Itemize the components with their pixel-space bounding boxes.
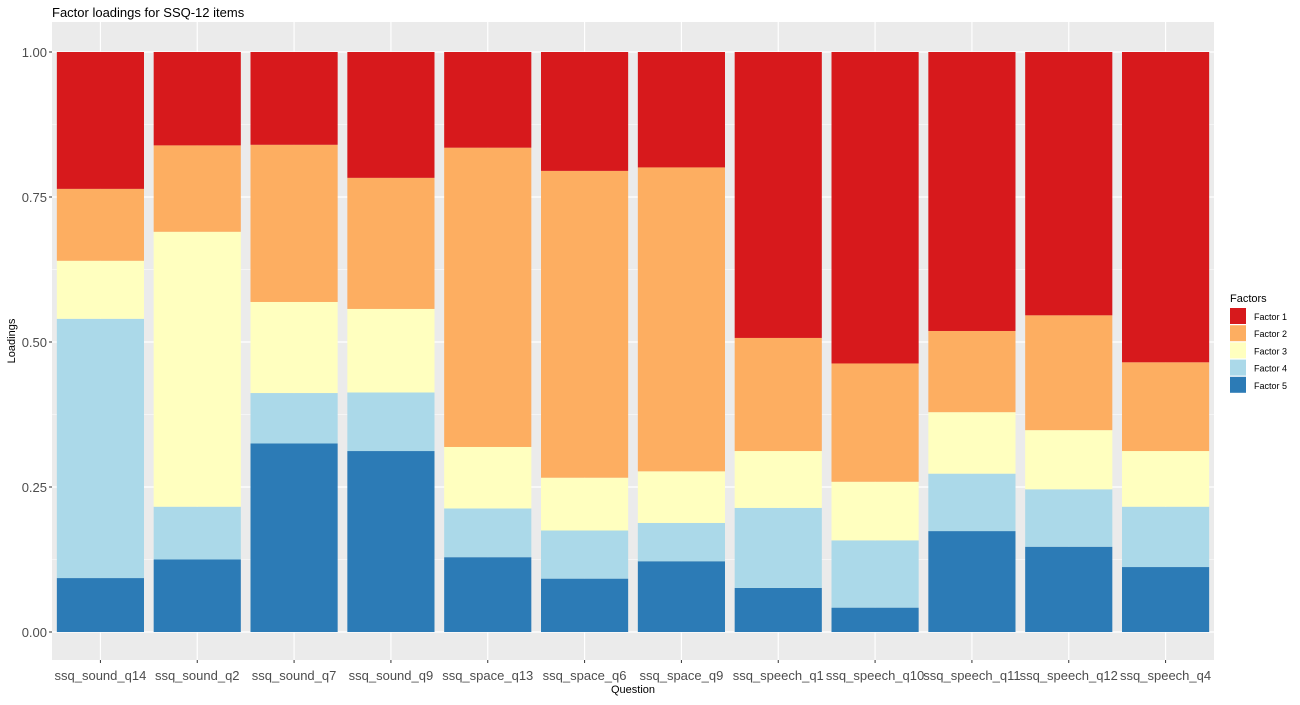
bar-segment <box>734 451 822 508</box>
bar-segment <box>637 471 725 523</box>
legend: Factors Factor 1 Factor 2 Factor 3 Factor 4… <box>1230 293 1287 393</box>
y-axis: 0.00 0.25 0.50 0.75 1.00 <box>22 45 52 640</box>
x-tick-label: ssq_speech_q12 <box>1020 668 1118 683</box>
bar-segment <box>831 481 919 541</box>
bar-segment <box>831 607 919 632</box>
bar-segment <box>250 301 338 394</box>
bar-segment <box>153 145 241 232</box>
x-tick-label: ssq_speech_q4 <box>1120 668 1211 683</box>
bar-segment <box>56 188 144 261</box>
bar-segment <box>347 308 435 393</box>
x-tick-label: ssq_space_q13 <box>442 668 533 683</box>
y-tick-label: 0.75 <box>22 190 47 205</box>
legend-label: Factor 4 <box>1254 364 1287 374</box>
legend-label: Factor 3 <box>1254 346 1287 356</box>
bar-segment <box>1122 506 1210 568</box>
bar-segment <box>1122 451 1210 507</box>
bar-segment <box>444 52 532 148</box>
x-tick-label: ssq_sound_q2 <box>155 668 240 683</box>
bar-segment <box>637 522 725 562</box>
x-tick-label: ssq_sound_q14 <box>55 668 147 683</box>
bar-segment <box>444 147 532 447</box>
bar-segment <box>928 330 1016 413</box>
legend-label: Factor 2 <box>1254 329 1287 339</box>
bar-segment <box>56 52 144 189</box>
bar-segment <box>1122 567 1210 632</box>
bar-segment <box>153 559 241 632</box>
bar-segment <box>250 144 338 302</box>
bar-segment <box>56 260 144 319</box>
bar-segment <box>541 170 629 478</box>
bar-segment <box>541 52 629 171</box>
y-axis-title: Loadings <box>6 318 18 363</box>
bar-segment <box>831 363 919 482</box>
y-tick-label: 0.50 <box>22 335 47 350</box>
bar-segment <box>1122 52 1210 363</box>
bar-segment <box>250 393 338 444</box>
bar-segment <box>928 531 1016 632</box>
bar-segment <box>1025 489 1113 547</box>
x-tick-label: ssq_speech_q1 <box>733 668 824 683</box>
legend-key <box>1230 325 1246 342</box>
x-tick-label: ssq_sound_q7 <box>252 668 337 683</box>
bars <box>56 52 1210 632</box>
bar-segment <box>153 52 241 146</box>
y-tick-label: 0.00 <box>22 625 47 640</box>
bar-segment <box>444 557 532 632</box>
bar-segment <box>637 167 725 472</box>
x-axis: ssq_sound_q14 ssq_sound_q2 ssq_sound_q7 ssq… <box>55 660 1211 683</box>
bar-segment <box>928 412 1016 474</box>
bar-segment <box>444 508 532 558</box>
y-tick-label: 0.25 <box>22 480 47 495</box>
x-axis-title: Question <box>611 684 655 696</box>
x-tick-label: ssq_speech_q11 <box>923 668 1020 683</box>
bar-segment <box>347 177 435 309</box>
x-tick-label: ssq_space_q6 <box>543 668 627 683</box>
bar-segment <box>1025 430 1113 490</box>
chart-title: Factor loadings for SSQ-12 items <box>52 5 245 20</box>
plot-panel <box>52 22 1214 660</box>
bar-segment <box>541 477 629 531</box>
bar-segment <box>56 318 144 579</box>
bar-segment <box>734 507 822 588</box>
bar-segment <box>734 587 822 632</box>
bar-segment <box>541 530 629 579</box>
bar-segment <box>1025 52 1113 316</box>
bar-segment <box>250 443 338 632</box>
bar-segment <box>153 506 241 560</box>
bar-segment <box>734 337 822 452</box>
bar-segment <box>1025 546 1113 632</box>
legend-key <box>1230 359 1246 376</box>
legend-key <box>1230 376 1246 393</box>
legend-key <box>1230 342 1246 359</box>
grid-minor <box>52 124 1214 560</box>
bar-segment <box>637 561 725 632</box>
bar-segment <box>928 473 1016 532</box>
bar-segment <box>444 446 532 509</box>
bar-segment <box>734 52 822 338</box>
bar-segment <box>1122 362 1210 452</box>
bar-segment <box>831 52 919 364</box>
bar-segment <box>831 540 919 608</box>
bar-segment <box>347 392 435 452</box>
bar-segment <box>56 578 144 632</box>
bar-segment <box>1025 315 1113 431</box>
legend-label: Factor 1 <box>1254 312 1287 322</box>
x-tick-label: ssq_space_q9 <box>639 668 723 683</box>
bar-segment <box>928 52 1016 331</box>
bar-segment <box>347 451 435 632</box>
bar-segment <box>250 52 338 145</box>
bar-segment <box>541 578 629 632</box>
x-tick-label: ssq_speech_q10 <box>826 668 924 683</box>
legend-label: Factor 5 <box>1254 381 1287 391</box>
bar-segment <box>347 52 435 178</box>
bar-segment <box>637 52 725 168</box>
legend-key <box>1230 308 1246 324</box>
x-tick-label: ssq_sound_q9 <box>349 668 434 683</box>
y-tick-label: 1.00 <box>22 45 47 60</box>
legend-title: Factors <box>1230 293 1267 305</box>
bar-segment <box>153 231 241 507</box>
